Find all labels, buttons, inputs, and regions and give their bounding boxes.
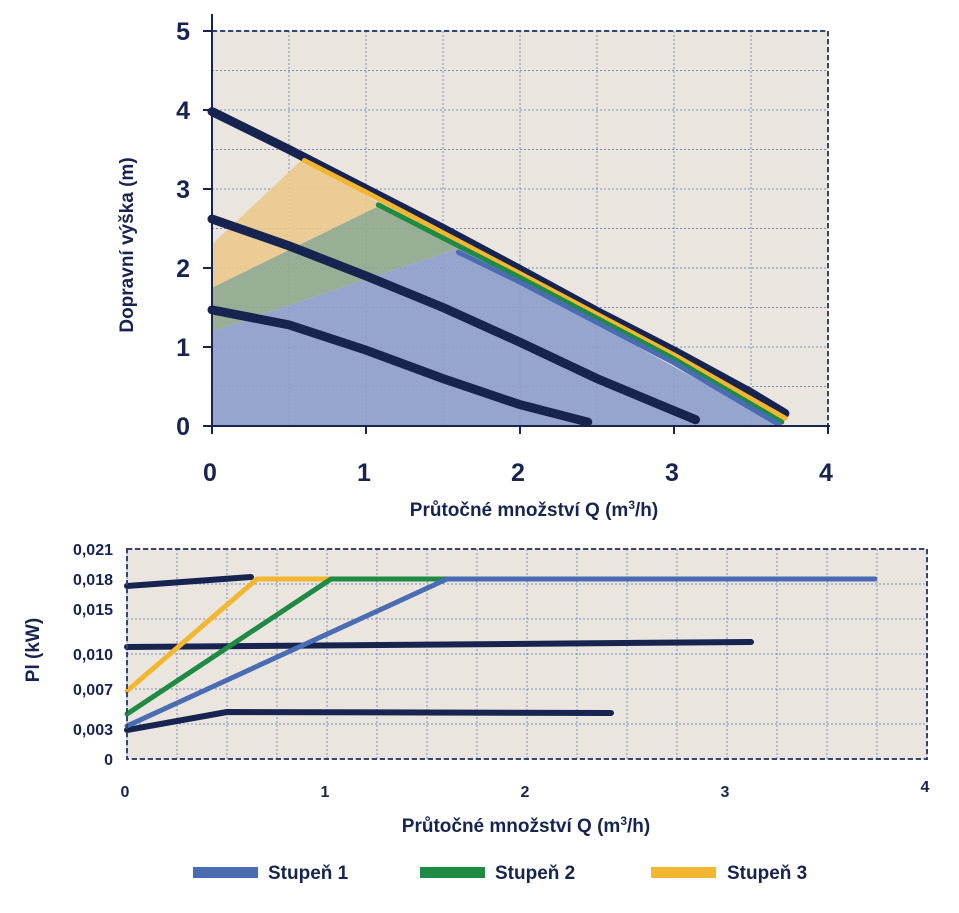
y-tick-label-0: 0 — [176, 413, 190, 441]
power-y-tick-label-0-010: 0,010 — [73, 647, 113, 664]
legend-swatch-stage-2 — [420, 867, 485, 878]
legend-label-stage-1: Stupeň 1 — [268, 863, 349, 884]
power-series-low-power — [124, 709, 614, 733]
power-y-tick-label-0-003: 0,003 — [73, 722, 113, 739]
x-tick-label-4: 4 — [819, 459, 833, 487]
series-max-curve — [207, 107, 790, 418]
legend-item-stage-1: Stupeň 1 — [193, 863, 349, 884]
series-low-curve — [207, 305, 593, 427]
x-tick-label-1: 1 — [357, 459, 371, 487]
x-tick-label-2: 2 — [511, 459, 525, 487]
power-x-tick-label-2: 2 — [521, 784, 530, 801]
power-flow-y-axis-label: Pl (kW) — [23, 618, 44, 682]
y-tick-label-2: 2 — [176, 255, 190, 283]
power-y-tick-label-0-018: 0,018 — [73, 572, 113, 589]
x-tick-label-3: 3 — [665, 459, 679, 487]
power-x-tick-label-1: 1 — [321, 784, 330, 801]
head-flow-y-axis-label: Dopravní výška (m) — [117, 157, 138, 332]
power-flow-series — [124, 574, 878, 733]
power-y-tick-label-0-015: 0,015 — [73, 602, 113, 619]
power-y-tick-label-0: 0 — [104, 752, 113, 769]
legend: Stupeň 1 Stupeň 2 Stupeň 3 — [193, 863, 807, 884]
legend-label-stage-2: Stupeň 2 — [495, 863, 575, 884]
series-stupen-3 — [301, 158, 788, 421]
y-tick-label-1: 1 — [176, 334, 190, 362]
legend-label-stage-3: Stupeň 3 — [727, 863, 807, 884]
power-flow-y-ticks: 0 0,003 0,007 0,010 0,015 0,018 0,021 — [73, 542, 113, 769]
power-x-tick-label-3: 3 — [721, 784, 730, 801]
series-middle-curve — [207, 214, 701, 425]
y-tick-label-3: 3 — [176, 176, 190, 204]
legend-item-stage-2: Stupeň 2 — [420, 863, 575, 884]
power-flow-chart: 0 1 2 3 4 0 0,003 0,007 0,010 0,015 0,018 0,021 Pr… — [23, 542, 930, 837]
head-flow-x-ticks: 0 1 2 3 4 — [203, 426, 833, 487]
head-flow-series — [207, 107, 790, 427]
power-flow-x-ticks: 0 1 2 3 4 — [121, 779, 930, 801]
region-stupen-3-range — [212, 157, 382, 288]
power-series-max-power — [124, 574, 254, 589]
legend-swatch-stage-1 — [193, 867, 258, 878]
power-x-tick-label-4: 4 — [921, 779, 930, 796]
power-series-stupen-1 — [124, 576, 878, 729]
power-flow-plot-border — [126, 548, 928, 760]
power-series-stupen-3 — [124, 576, 334, 694]
legend-swatch-stage-3 — [651, 867, 716, 878]
series-stupen-1 — [455, 249, 782, 427]
power-x-tick-label-0: 0 — [121, 784, 130, 801]
x-tick-label-0: 0 — [203, 459, 217, 487]
power-flow-x-axis-label: Průtočné množství Q (m3/h) — [402, 814, 650, 837]
region-stupen-1-range — [212, 248, 782, 426]
power-series-stupen-2 — [124, 576, 450, 717]
head-flow-x-axis-label: Průtočné množství Q (m3/h) — [410, 498, 658, 521]
y-tick-label-5: 5 — [176, 18, 190, 46]
head-flow-y-ticks: 0 1 2 3 4 5 — [176, 18, 212, 441]
power-y-tick-label-0-021: 0,021 — [73, 542, 113, 559]
legend-item-stage-3: Stupeň 3 — [651, 863, 807, 884]
power-y-tick-label-0-007: 0,007 — [73, 682, 113, 699]
y-tick-label-4: 4 — [176, 97, 190, 125]
series-stupen-2 — [375, 202, 785, 425]
